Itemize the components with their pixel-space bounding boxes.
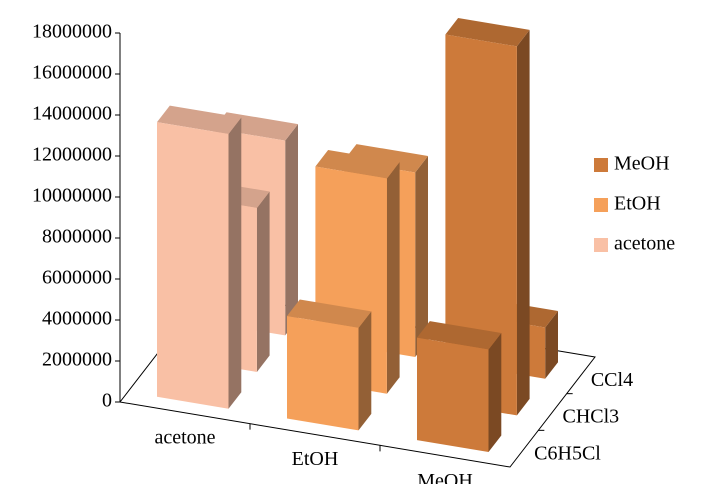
y-tick-label: 8000000 [42,226,112,248]
depth-tick-label: CCl4 [591,369,633,391]
y-tick-label: 16000000 [32,62,112,84]
bar-top [315,150,400,179]
bar-top [287,299,372,328]
y-tick-label: 2000000 [42,349,112,371]
y-tick-label: 0 [102,390,112,412]
bar [157,105,242,409]
legend-swatch [594,198,608,212]
bar-side [386,162,400,394]
bar-side [256,191,270,372]
bar-top [417,321,502,350]
bar-side [285,124,298,336]
legend-label: MeOH [614,153,670,175]
bar-front [445,34,517,416]
depth-tick-label: C6H5Cl [534,442,601,464]
bar-front [287,316,359,431]
bar-top [157,105,242,134]
bar-side [488,333,502,452]
bar-side [358,311,372,431]
bar-top [445,18,530,47]
legend-label: EtOH [614,193,661,215]
bar-top [343,144,428,173]
legend-swatch [594,238,608,252]
y-tick-label: 12000000 [32,144,112,166]
legend-label: acetone [614,233,675,255]
y-tick-label: 4000000 [42,308,112,330]
depth-tick-label: CHCl3 [563,406,620,428]
bar-front [417,337,489,452]
bar-side [228,117,242,409]
bar-front [157,122,229,409]
y-tick-label: 14000000 [32,103,112,125]
bar-side [545,311,558,379]
x-tick-label: EtOH [292,448,339,470]
bar [417,321,502,452]
x-tick-label: MeOH [417,470,473,484]
y-tick-label: 10000000 [32,185,112,207]
bar [287,299,372,431]
y-tick-label: 18000000 [32,21,112,43]
bar-side [516,29,530,416]
x-tick-label: acetone [154,426,215,448]
y-tick-label: 6000000 [42,267,112,289]
bar-side [415,156,428,357]
legend-swatch [594,158,608,172]
bar [445,18,530,416]
